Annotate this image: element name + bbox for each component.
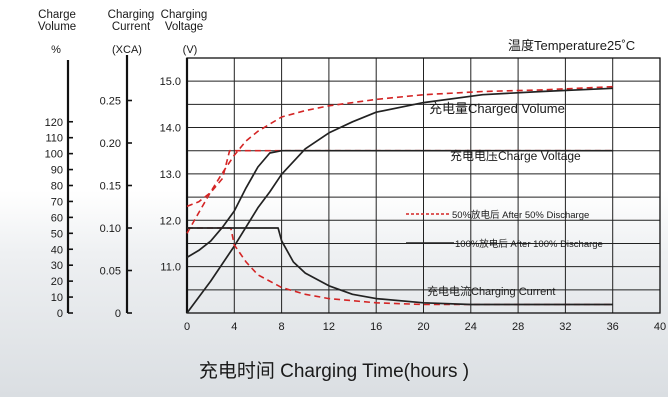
tick-label-charge_volume: 50 [51, 228, 63, 240]
axis-header-charge_volume: Volume [38, 21, 76, 33]
series-charge_voltage-after_100_discharge [186, 149, 613, 259]
legend: 50%放电后 After 50% Discharge 100%放电后 After… [406, 209, 603, 250]
x-tick-label: 32 [559, 321, 571, 333]
series-charge_voltage-after_50_discharge [186, 149, 613, 208]
x-tick-label: 20 [417, 321, 429, 333]
tick-label-charge_volume: 70 [51, 196, 63, 208]
tick-label-charge_volume: 40 [51, 244, 63, 256]
series-charging_current-after_50_discharge [187, 227, 613, 306]
x-tick-label: 16 [370, 321, 382, 333]
axis-unit-charging_voltage: (V) [183, 44, 198, 56]
x-axis-title: 充电时间 Charging Time(hours ) [199, 360, 469, 382]
axis-header-charging_current: Charging [108, 9, 155, 21]
temperature-note: 温度Temperature25˚C [508, 38, 635, 53]
x-tick-label: 28 [512, 321, 524, 333]
axis-header-charging_current: Current [112, 21, 151, 33]
x-tick-label: 36 [607, 321, 619, 333]
series-charged_volume-after_100_discharge [186, 87, 613, 314]
tick-label-charging_current: 0.05 [100, 266, 121, 278]
tick-label-charge_volume: 100 [45, 149, 63, 161]
tick-label-charging_voltage: 14.0 [160, 123, 181, 135]
tick-label-charging_current: 0.10 [100, 223, 121, 235]
tick-label-charge_volume: 90 [51, 165, 63, 177]
tick-label-charge_volume: 120 [45, 117, 63, 129]
tick-label-charging_voltage: 13.0 [160, 169, 181, 181]
tick-label-charge_volume: 80 [51, 181, 63, 193]
x-tick-label: 0 [184, 321, 190, 333]
tick-label-charge_volume: 110 [45, 133, 63, 145]
label-charged-volume: 充电量Charged Volume [429, 101, 565, 116]
tick-label-charging_current: 0.25 [100, 96, 121, 108]
tick-label-charging_voltage: 11.0 [160, 262, 181, 274]
label-charge-voltage: 充电电压Charge Voltage [450, 148, 581, 163]
axis-header-charging_voltage: Charging [161, 9, 208, 21]
left-axes: 0 10 20 30 40 50 60 70 80 90 100 110 120 ChargeVolume… [38, 9, 208, 320]
axis-unit-charge_volume: % [51, 44, 61, 56]
x-tick-label: 40 [654, 321, 666, 333]
x-tick-label: 8 [279, 321, 285, 333]
axis-header-charge_volume: Charge [38, 9, 76, 21]
tick-label-charge_volume: 30 [51, 260, 63, 272]
tick-label-charging_current: 0 [115, 308, 121, 320]
series-charged_volume-after_50_discharge [186, 85, 613, 234]
tick-label-charging_current: 0.15 [100, 181, 121, 193]
tick-label-charging_voltage: 15.0 [160, 76, 181, 88]
x-tick-label: 4 [231, 321, 237, 333]
tick-label-charge_volume: 0 [57, 308, 63, 320]
grid: 0 4 8 12 16 20 24 28 32 36 40 [184, 57, 666, 333]
tick-label-charge_volume: 20 [51, 276, 63, 288]
label-charging-current: 充电电流Charging Current [427, 284, 555, 298]
series-lines [186, 85, 613, 314]
legend-label-100: 100%放电后 After 100% Discharge [455, 238, 603, 250]
tick-label-charge_volume: 10 [51, 292, 63, 304]
x-tick-label: 24 [465, 321, 477, 333]
legend-label-50: 50%放电后 After 50% Discharge [452, 209, 589, 221]
tick-label-charge_volume: 60 [51, 212, 63, 224]
tick-label-charging_voltage: 12.0 [160, 215, 181, 227]
tick-label-charging_current: 0.20 [100, 138, 121, 150]
axis-unit-charging_current: (XCA) [112, 44, 142, 56]
annotations: 温度Temperature25˚C 充电量Charged Volume 充电电压… [427, 38, 635, 298]
x-tick-label: 12 [323, 321, 335, 333]
axis-header-charging_voltage: Voltage [165, 21, 203, 33]
series-charging_current-after_100_discharge [187, 227, 613, 306]
